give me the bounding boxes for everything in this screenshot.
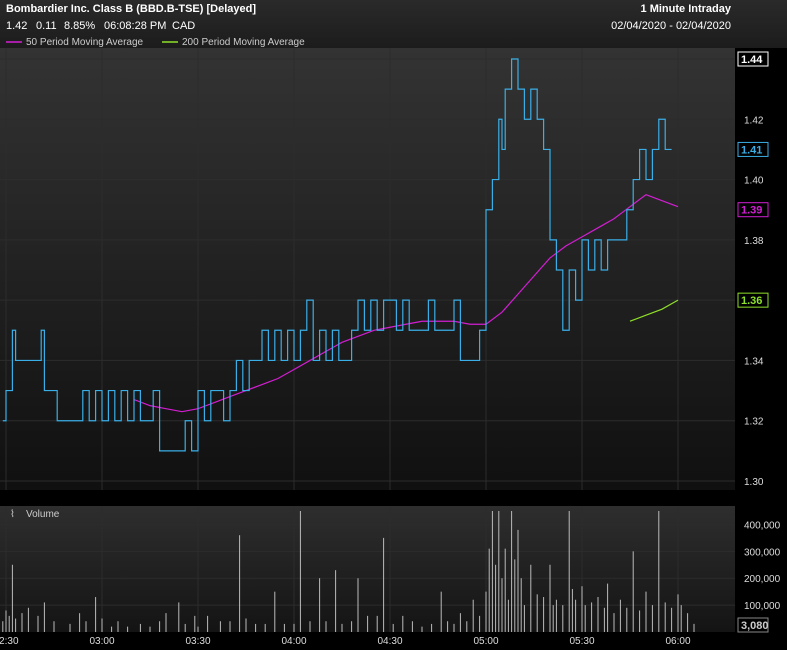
chart-header: Bombardier Inc. Class B (BBD.B-TSE) [Del… (0, 0, 787, 48)
volume-icon: ⌇ (10, 509, 15, 520)
time-tick-label: 06:00 (665, 636, 690, 647)
top-value-marker: 1.44 (737, 51, 769, 67)
last-price: 1.42 (6, 20, 28, 32)
chart-title: Bombardier Inc. Class B (BBD.B-TSE) [Del… (6, 3, 256, 15)
ma200-value-marker-label: 1.36 (741, 295, 762, 307)
price-plot-area (0, 48, 735, 490)
ma50-line (133, 193, 679, 413)
time-tick-label: 02:30 (0, 636, 19, 647)
price-tick-label: 1.30 (744, 477, 764, 488)
ma200-line (629, 299, 679, 322)
volume-tick-label: 200,000 (744, 574, 781, 585)
ma50-value-marker: 1.39 (737, 202, 769, 218)
quote-time: 06:08:28 PM (104, 20, 167, 32)
price-change-pct: 8.85% (64, 20, 96, 32)
ma50-value-marker-label: 1.39 (741, 205, 762, 217)
ma200-legend-label: 200 Period Moving Average (182, 37, 305, 48)
price-tick-label: 1.32 (744, 417, 764, 428)
price-value-marker-label: 1.41 (741, 144, 762, 156)
volume-axis: 100,000 200,000 300,000 400,000 (744, 520, 781, 612)
price-axis: 1.30 1.32 1.34 1.36 1.38 1.40 1.42 1.44 (744, 55, 764, 488)
price-tick-label: 1.38 (744, 236, 764, 247)
ma200-value-marker: 1.36 (737, 292, 769, 308)
time-tick-label: 04:00 (281, 636, 306, 647)
time-axis: 02:30 03:00 03:30 04:00 04:30 05:00 05:30 06:00 (0, 636, 691, 647)
volume-tick-label: 300,000 (744, 547, 781, 558)
volume-tick-label: 100,000 (744, 601, 781, 612)
price-tick-label: 1.40 (744, 176, 764, 187)
volume-value-marker-label: 3,080 (741, 620, 769, 632)
price-value-marker-box (737, 141, 769, 157)
currency: CAD (172, 20, 196, 32)
volume-plot-area (0, 506, 735, 632)
ma50-legend-label: 50 Period Moving Average (26, 37, 144, 48)
price-change: 0.11 (36, 20, 57, 32)
time-tick-label: 05:30 (569, 636, 594, 647)
date-range: 02/04/2020 - 02/04/2020 (611, 20, 731, 32)
volume-tick-label: 400,000 (744, 520, 781, 531)
time-tick-label: 04:30 (377, 636, 402, 647)
time-tick-label: 05:00 (473, 636, 498, 647)
ma50-value-marker-box (737, 202, 769, 218)
price-value-marker: 1.41 (737, 141, 769, 157)
price-tick-label: 1.42 (744, 115, 764, 126)
time-tick-label: 03:00 (89, 636, 114, 647)
top-value-marker-label: 1.44 (741, 54, 763, 66)
volume-legend-label: Volume (26, 509, 60, 520)
interval-label: 1 Minute Intraday (640, 3, 731, 15)
price-tick-label: 1.34 (744, 356, 764, 367)
volume-value-marker: 3,080 (737, 617, 769, 633)
volume-value-marker-box (737, 617, 769, 633)
volume-bars (2, 511, 695, 632)
value-markers: 1.44 1.41 1.39 1.36 3,080 (737, 51, 769, 633)
ma200-value-marker-box (737, 292, 769, 308)
top-value-marker-box (737, 51, 769, 67)
price-line (2, 58, 672, 452)
time-tick-label: 03:30 (185, 636, 210, 647)
